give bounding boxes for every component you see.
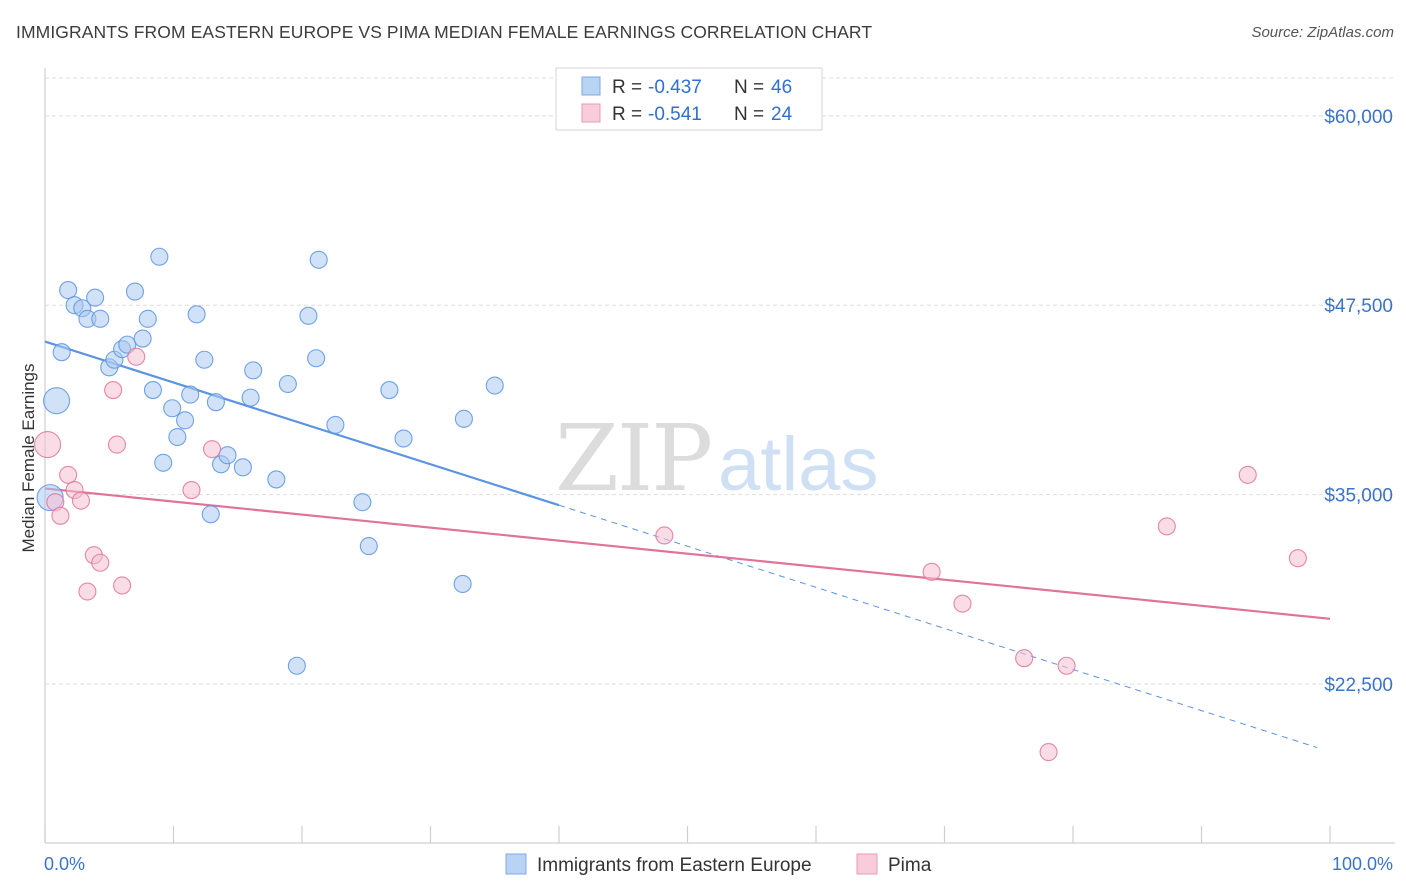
point-eastern-europe xyxy=(307,349,326,368)
point-eastern-europe xyxy=(176,411,195,430)
trend-line-0 xyxy=(44,340,560,507)
point-eastern-europe xyxy=(138,309,157,328)
point-pima xyxy=(34,431,62,459)
point-eastern-europe xyxy=(326,415,345,434)
point-eastern-europe xyxy=(299,306,318,325)
point-eastern-europe xyxy=(195,350,214,369)
point-pima xyxy=(953,594,972,613)
point-eastern-europe xyxy=(201,505,220,524)
legend-r-value-2: -0.541 xyxy=(648,104,702,125)
series-swatch-pima xyxy=(856,853,878,875)
trend-lines xyxy=(44,340,1331,749)
legend-r-label-2: R = xyxy=(612,104,642,125)
legend-n-label-2: N = xyxy=(734,104,764,125)
trend-extension-0 xyxy=(558,504,1318,749)
point-pima xyxy=(113,576,132,595)
point-eastern-europe xyxy=(241,388,260,407)
point-pima xyxy=(104,381,123,400)
point-pima xyxy=(71,491,91,510)
point-eastern-europe xyxy=(125,282,144,301)
watermark-zip: ZIP xyxy=(555,405,711,512)
data-points xyxy=(34,247,1307,762)
point-eastern-europe xyxy=(287,656,306,675)
point-pima xyxy=(1157,517,1176,536)
point-eastern-europe xyxy=(380,381,399,400)
legend-r-label-1: R = xyxy=(612,77,642,98)
point-eastern-europe xyxy=(453,574,472,594)
trend-line-1 xyxy=(44,487,1331,620)
series-swatch-eastern-europe xyxy=(505,853,527,875)
x-tick-label-start: 0.0% xyxy=(44,854,85,874)
legend-n-value-1: 46 xyxy=(771,77,792,98)
y-axis-label: Median Female Earnings xyxy=(19,364,38,553)
x-tick-label-end: 100.0% xyxy=(1332,854,1393,874)
gridlines xyxy=(45,77,1395,685)
point-eastern-europe xyxy=(353,493,372,512)
series-label-pima: Pima xyxy=(888,855,932,876)
point-eastern-europe xyxy=(118,335,137,354)
point-eastern-europe xyxy=(59,281,78,300)
point-pima xyxy=(51,506,70,525)
chart-title: IMMIGRANTS FROM EASTERN EUROPE VS PIMA M… xyxy=(16,22,873,42)
point-pima xyxy=(1057,656,1076,675)
point-eastern-europe xyxy=(143,381,162,400)
point-pima xyxy=(1015,649,1034,668)
point-eastern-europe xyxy=(394,429,413,448)
series-label-eastern-europe: Immigrants from Eastern Europe xyxy=(537,855,812,876)
legend-swatch-pink xyxy=(581,103,601,123)
point-pima xyxy=(1238,465,1257,484)
point-eastern-europe xyxy=(244,361,263,380)
point-pima xyxy=(78,582,97,601)
legend-n-value-2: 24 xyxy=(771,104,793,125)
point-eastern-europe xyxy=(206,393,225,412)
point-eastern-europe xyxy=(86,288,105,307)
point-pima xyxy=(127,347,146,366)
point-eastern-europe xyxy=(187,305,206,324)
point-eastern-europe xyxy=(309,250,328,269)
point-eastern-europe xyxy=(133,329,152,348)
point-pima xyxy=(59,465,78,484)
point-eastern-europe xyxy=(454,409,473,428)
point-pima xyxy=(1288,549,1307,568)
y-tick-label: $35,000 xyxy=(1324,486,1393,507)
point-eastern-europe xyxy=(154,453,173,472)
series-legend: Immigrants from Eastern Europe Pima xyxy=(505,853,932,876)
source-credit: Source: ZipAtlas.com xyxy=(1251,24,1394,41)
correlation-legend: R = -0.437 N = 46 R = -0.541 N = 24 xyxy=(555,67,823,131)
legend-swatch-blue xyxy=(581,76,601,96)
point-eastern-europe xyxy=(91,309,110,328)
watermark-atlas: atlas xyxy=(718,422,879,507)
point-eastern-europe xyxy=(485,376,504,395)
point-pima xyxy=(107,435,127,454)
point-eastern-europe xyxy=(359,537,378,556)
point-pima xyxy=(203,440,222,459)
point-pima xyxy=(182,480,201,500)
y-tick-label: $47,500 xyxy=(1324,296,1393,317)
point-eastern-europe xyxy=(233,458,252,477)
x-tick-labels: 0.0% 100.0% xyxy=(44,854,1393,874)
point-eastern-europe xyxy=(267,470,286,489)
point-pima xyxy=(655,526,674,545)
y-tick-label: $60,000 xyxy=(1324,107,1393,128)
point-pima xyxy=(1039,743,1058,762)
point-pima xyxy=(922,562,941,581)
point-eastern-europe xyxy=(181,385,200,404)
point-eastern-europe xyxy=(278,374,297,394)
point-eastern-europe xyxy=(218,446,237,465)
legend-n-label-1: N = xyxy=(734,77,764,98)
point-eastern-europe xyxy=(168,427,187,447)
point-eastern-europe xyxy=(43,387,71,415)
point-eastern-europe xyxy=(52,343,71,362)
y-tick-labels: $60,000 $47,500 $35,000 $22,500 xyxy=(1324,107,1393,696)
y-tick-label: $22,500 xyxy=(1324,675,1393,696)
point-pima xyxy=(91,553,110,572)
point-eastern-europe xyxy=(163,399,182,418)
point-eastern-europe xyxy=(150,247,169,266)
axes xyxy=(44,68,1395,844)
legend-r-value-1: -0.437 xyxy=(648,77,702,98)
